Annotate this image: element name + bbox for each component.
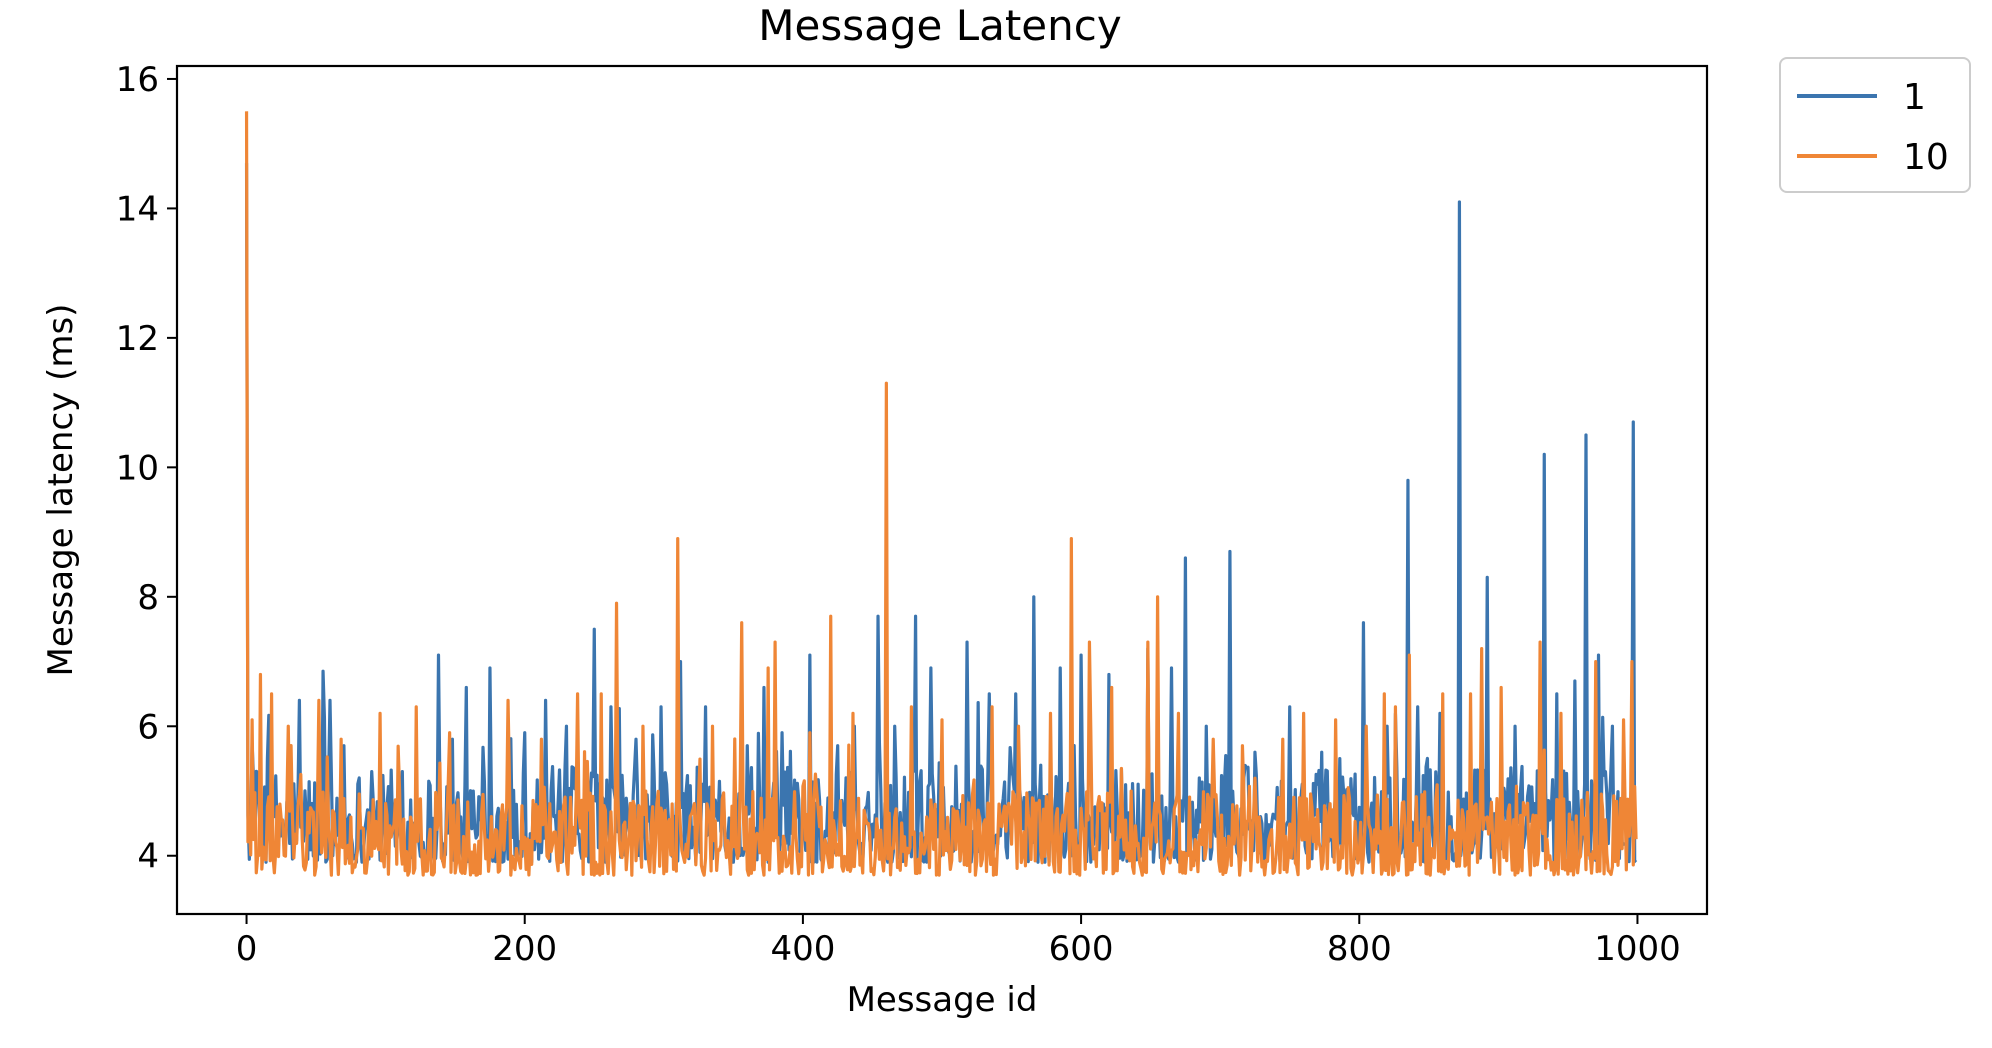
y-tick-label: 8 [137, 578, 159, 618]
plot-area [175, 64, 1709, 916]
x-tick-label: 200 [492, 929, 557, 969]
plot-frame [175, 64, 1709, 916]
series-layer [244, 111, 1638, 877]
y-tick-label: 10 [116, 448, 159, 488]
chart-title: Message Latency [758, 1, 1121, 50]
y-tick-label: 14 [116, 189, 159, 229]
legend-frame [1779, 57, 1971, 193]
y-axis-label: Message latency (ms) [41, 304, 81, 677]
x-tick-label: 800 [1327, 929, 1392, 969]
x-tick-label: 0 [236, 929, 258, 969]
y-tick-label: 6 [137, 707, 159, 747]
x-tick-label: 1000 [1594, 929, 1681, 969]
y-tick-label: 4 [137, 837, 159, 877]
legend-label-1: 1 [1903, 77, 1926, 118]
legend: 1 10 [1779, 57, 1971, 193]
legend-label-10: 10 [1903, 137, 1949, 178]
y-tick-label: 16 [116, 60, 159, 100]
x-tick-label: 400 [770, 929, 835, 969]
y-axis: 4 6 8 10 12 14 16 [116, 60, 177, 877]
x-axis-label: Message id [847, 980, 1038, 1020]
y-tick-label: 12 [116, 319, 159, 359]
x-axis: 0 200 400 600 800 1000 [236, 914, 1681, 969]
series-line-10 [244, 111, 1638, 877]
x-tick-label: 600 [1049, 929, 1114, 969]
